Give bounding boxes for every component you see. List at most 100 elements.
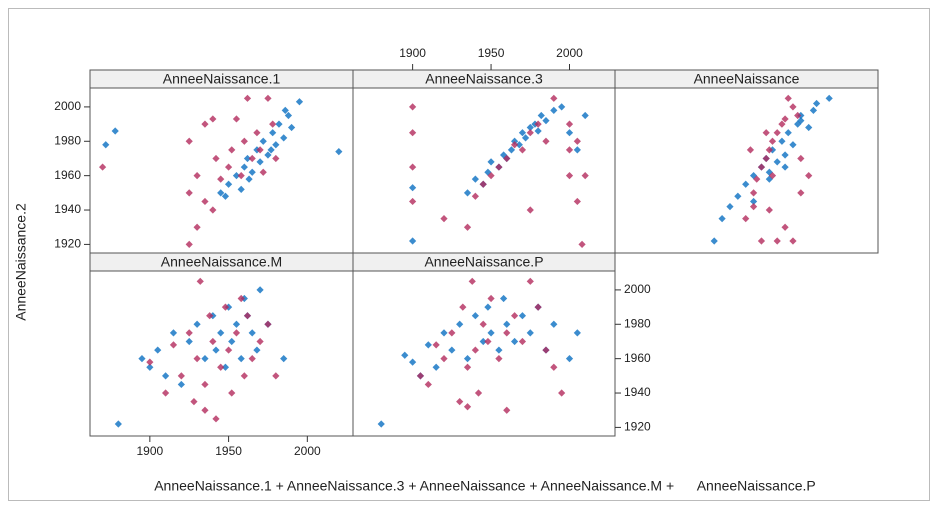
point	[518, 312, 527, 320]
point	[471, 192, 479, 200]
point	[267, 146, 275, 154]
point	[742, 180, 750, 188]
point	[789, 141, 797, 149]
point	[565, 146, 574, 154]
point	[232, 172, 241, 180]
point	[753, 175, 761, 183]
point	[749, 197, 758, 206]
strip-text: AnneeNaissance	[694, 71, 800, 87]
point	[245, 175, 253, 183]
x-tick-label: 2000	[294, 444, 321, 458]
point	[781, 151, 789, 159]
point	[146, 358, 154, 366]
point	[237, 355, 245, 363]
point	[773, 237, 781, 245]
point	[573, 137, 581, 145]
point	[193, 172, 201, 180]
point	[440, 215, 448, 223]
point	[221, 303, 230, 311]
point	[778, 137, 786, 145]
point	[765, 146, 773, 154]
point	[275, 120, 283, 128]
point	[495, 355, 503, 363]
point	[768, 137, 777, 145]
point	[114, 420, 122, 428]
point	[269, 129, 277, 137]
point	[781, 115, 789, 123]
point	[565, 172, 574, 180]
point	[217, 189, 225, 197]
point	[534, 127, 542, 135]
point	[228, 146, 236, 154]
y-tick-label: 1960	[624, 351, 651, 365]
point	[185, 337, 193, 346]
x-tick-label: 2000	[556, 46, 583, 60]
point	[201, 406, 209, 414]
point	[742, 215, 750, 223]
point	[284, 111, 293, 120]
point	[161, 372, 170, 380]
panel	[89, 87, 354, 254]
point	[805, 172, 813, 180]
point	[515, 141, 523, 149]
point	[503, 320, 511, 328]
point	[424, 341, 432, 349]
point	[550, 320, 558, 328]
point	[212, 346, 220, 354]
y-tick-label: 1920	[54, 237, 81, 251]
point	[789, 237, 797, 245]
panel	[352, 87, 616, 254]
point	[581, 111, 589, 120]
point	[781, 223, 789, 231]
point	[248, 154, 256, 163]
point	[448, 329, 456, 337]
point	[409, 129, 417, 137]
point	[757, 237, 766, 245]
point	[243, 312, 252, 320]
point	[335, 147, 343, 156]
point	[416, 372, 425, 380]
y-tick-label: 1940	[54, 202, 81, 216]
point	[240, 372, 248, 380]
point	[193, 223, 201, 231]
point	[224, 180, 233, 188]
point	[484, 303, 492, 311]
point	[773, 158, 781, 166]
point	[232, 329, 241, 337]
point	[484, 168, 492, 176]
point	[463, 223, 472, 231]
point	[409, 103, 417, 111]
point	[217, 175, 225, 183]
point	[440, 355, 448, 363]
point	[209, 206, 217, 214]
point	[206, 312, 214, 320]
point	[789, 103, 797, 111]
point	[484, 337, 492, 346]
point	[209, 115, 217, 123]
point	[432, 341, 440, 349]
point	[212, 415, 220, 423]
point	[228, 337, 236, 346]
y-tick-label: 1920	[624, 420, 651, 434]
point	[471, 312, 479, 320]
point	[193, 320, 201, 328]
point	[256, 337, 264, 346]
point	[264, 94, 272, 102]
point	[542, 137, 550, 145]
point	[448, 346, 456, 354]
y-tick-label: 1940	[624, 385, 651, 399]
point	[749, 189, 758, 197]
point	[784, 129, 792, 137]
point	[510, 337, 519, 346]
point	[253, 346, 261, 354]
point	[558, 389, 566, 397]
point	[784, 94, 792, 102]
point	[248, 168, 256, 176]
point	[232, 320, 241, 328]
point	[259, 168, 267, 176]
point	[185, 137, 193, 145]
point	[521, 134, 530, 142]
point	[479, 337, 487, 346]
point	[565, 355, 574, 363]
point	[479, 320, 487, 328]
